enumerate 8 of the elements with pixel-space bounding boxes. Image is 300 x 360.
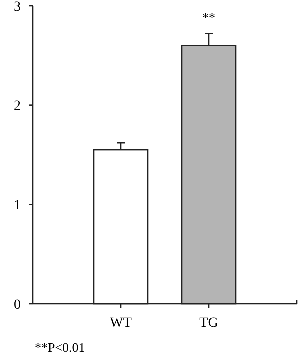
text: **P<0.01 (35, 340, 86, 355)
y-tick-label: 0 (14, 298, 21, 313)
x-tick-label: TG (200, 316, 218, 331)
annotation: ** (202, 10, 216, 25)
y-tick-label: 3 (14, 0, 21, 15)
x-tick-label: WT (110, 316, 132, 331)
y-tick-label: 2 (14, 99, 21, 114)
y-tick-label: 1 (14, 198, 21, 214)
